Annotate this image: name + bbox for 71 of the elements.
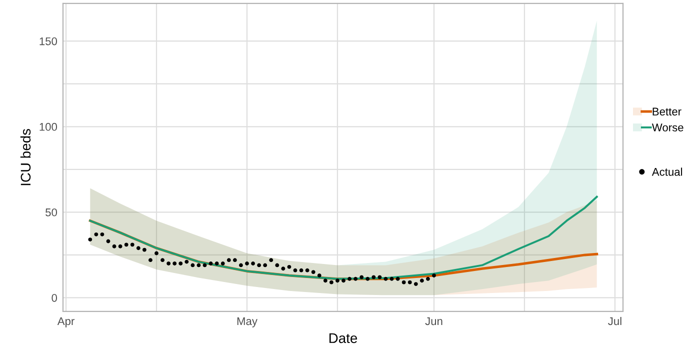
point bbox=[420, 278, 424, 283]
point bbox=[226, 258, 231, 262]
point bbox=[293, 268, 298, 272]
point bbox=[414, 282, 418, 286]
point bbox=[329, 280, 334, 284]
point bbox=[402, 280, 406, 284]
point bbox=[245, 262, 249, 266]
point bbox=[190, 263, 195, 268]
point bbox=[360, 275, 364, 280]
point bbox=[354, 276, 358, 281]
point bbox=[130, 242, 134, 247]
legend-label: Worse bbox=[652, 124, 684, 132]
point bbox=[287, 264, 292, 269]
point bbox=[142, 248, 146, 252]
point bbox=[196, 263, 201, 268]
point bbox=[305, 268, 310, 272]
point bbox=[100, 232, 104, 236]
point bbox=[311, 270, 316, 274]
point bbox=[118, 244, 122, 248]
point bbox=[166, 262, 171, 266]
point bbox=[384, 276, 388, 281]
y-tick-label: 0 bbox=[52, 294, 58, 302]
x-tick-label: Apr bbox=[57, 317, 74, 328]
point bbox=[432, 274, 436, 278]
point bbox=[366, 276, 370, 281]
point bbox=[348, 276, 352, 281]
point bbox=[136, 246, 140, 250]
y-tick-label: 100 bbox=[40, 122, 58, 131]
point bbox=[106, 239, 110, 244]
point bbox=[202, 263, 207, 268]
point bbox=[396, 276, 400, 281]
point bbox=[251, 262, 255, 266]
point bbox=[323, 278, 328, 283]
point bbox=[426, 276, 430, 281]
point bbox=[372, 275, 376, 280]
y-tick-label: 150 bbox=[40, 37, 58, 46]
point bbox=[263, 263, 268, 268]
x-tick-label: Jul bbox=[608, 316, 622, 326]
point bbox=[220, 262, 225, 266]
point bbox=[390, 276, 394, 281]
point bbox=[208, 262, 213, 266]
point bbox=[317, 274, 322, 278]
point bbox=[238, 263, 243, 268]
point bbox=[232, 258, 237, 262]
point bbox=[94, 232, 98, 236]
point bbox=[154, 251, 158, 256]
point bbox=[214, 262, 219, 266]
point bbox=[275, 263, 280, 268]
x-tick-label: Jun bbox=[425, 317, 442, 326]
point bbox=[269, 258, 274, 262]
x-tick-label: May bbox=[237, 317, 258, 328]
point bbox=[112, 244, 116, 248]
point bbox=[88, 238, 92, 242]
x-axis-title: Date bbox=[329, 333, 358, 344]
point bbox=[178, 262, 183, 266]
point bbox=[160, 258, 164, 262]
point bbox=[408, 280, 412, 284]
legend-label: Actual bbox=[652, 168, 682, 176]
point bbox=[257, 263, 262, 268]
y-axis-title: ICU beds bbox=[20, 128, 31, 186]
point bbox=[336, 278, 340, 283]
point bbox=[378, 275, 382, 280]
point bbox=[342, 278, 346, 283]
point bbox=[148, 258, 152, 262]
y-tick-label: 50 bbox=[46, 208, 58, 216]
point bbox=[172, 262, 177, 266]
point bbox=[184, 260, 189, 264]
legend-label: Better bbox=[652, 108, 682, 116]
point bbox=[299, 268, 304, 272]
point bbox=[281, 266, 286, 271]
point bbox=[124, 242, 128, 247]
